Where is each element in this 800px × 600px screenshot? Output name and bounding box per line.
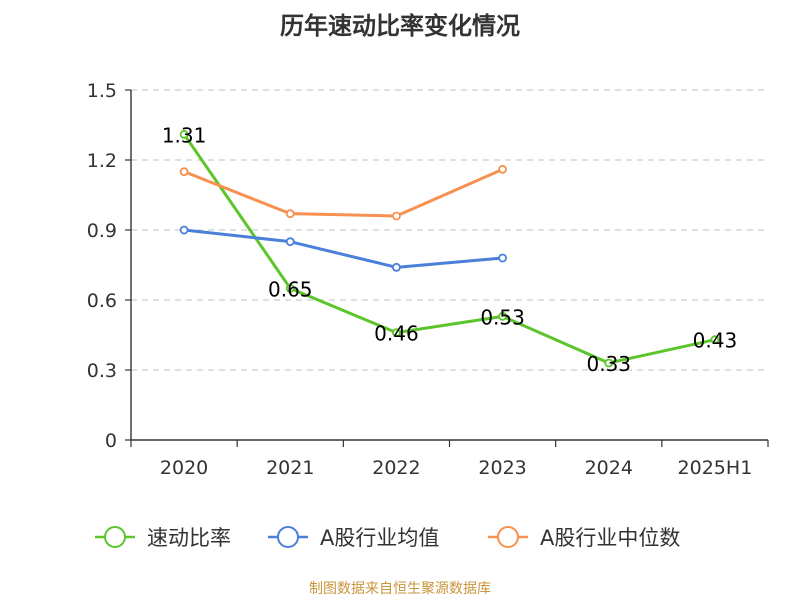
data-point[interactable] — [498, 253, 507, 263]
chart-title: 历年速动比率变化情况 — [280, 12, 520, 40]
y-tick-label: 1.5 — [87, 80, 117, 102]
y-tick-label: 0.3 — [87, 360, 117, 382]
x-tick-label: 2020 — [160, 457, 208, 479]
grid-lines — [131, 89, 768, 371]
y-tick-label: 0.6 — [87, 290, 117, 312]
y-tick-label: 0 — [105, 430, 117, 452]
data-point[interactable] — [285, 283, 295, 293]
data-label: 0.53 — [480, 305, 525, 329]
data-point[interactable] — [710, 335, 720, 345]
legend-label[interactable]: 速动比率 — [147, 526, 231, 550]
data-label: 0.33 — [586, 352, 631, 376]
legend-label[interactable]: A股行业中位数 — [540, 526, 680, 550]
data-label: 0.65 — [268, 277, 313, 301]
data-labels: 1.31 0.65 0.46 0.53 0.33 0.43 — [162, 123, 737, 376]
data-point[interactable] — [498, 311, 507, 321]
x-tick-label: 2022 — [372, 457, 420, 479]
data-point[interactable] — [392, 211, 401, 221]
legend-marker[interactable] — [277, 526, 299, 548]
x-tick-label: 2025H1 — [678, 457, 753, 479]
series-line — [182, 133, 716, 365]
series-line — [183, 228, 503, 269]
legend: 速动比率 A股行业均值 A股行业中位数 — [95, 526, 680, 550]
data-point[interactable] — [604, 358, 614, 368]
data-label: 1.31 — [162, 123, 207, 147]
y-tick-label: 0.9 — [87, 220, 117, 242]
data-point[interactable] — [285, 237, 295, 247]
data-point[interactable] — [179, 129, 189, 139]
x-tick-label: 2024 — [585, 457, 633, 479]
legend-label[interactable]: A股行业均值 — [320, 526, 439, 550]
data-point[interactable] — [498, 164, 507, 174]
data-label: 0.43 — [693, 329, 738, 353]
legend-marker[interactable] — [497, 526, 519, 548]
x-tick-label: 2023 — [478, 457, 526, 479]
data-label: 0.46 — [374, 322, 419, 346]
source-footer: 制图数据来自恒生聚源数据库 — [309, 581, 491, 597]
data-point[interactable] — [392, 262, 401, 272]
series-line — [183, 167, 504, 218]
x-tick-label: 2021 — [266, 457, 314, 479]
data-point[interactable] — [392, 328, 401, 338]
data-point[interactable] — [285, 209, 295, 219]
series-lines — [179, 129, 720, 368]
data-point[interactable] — [179, 167, 189, 177]
data-point[interactable] — [179, 225, 189, 235]
y-tick-label: 1.2 — [87, 150, 117, 172]
legend-marker[interactable] — [104, 526, 126, 548]
axes: 0 0.3 0.6 0.9 1.2 1.5 2020 2021 2022 2023 2024 2025… — [87, 80, 769, 479]
